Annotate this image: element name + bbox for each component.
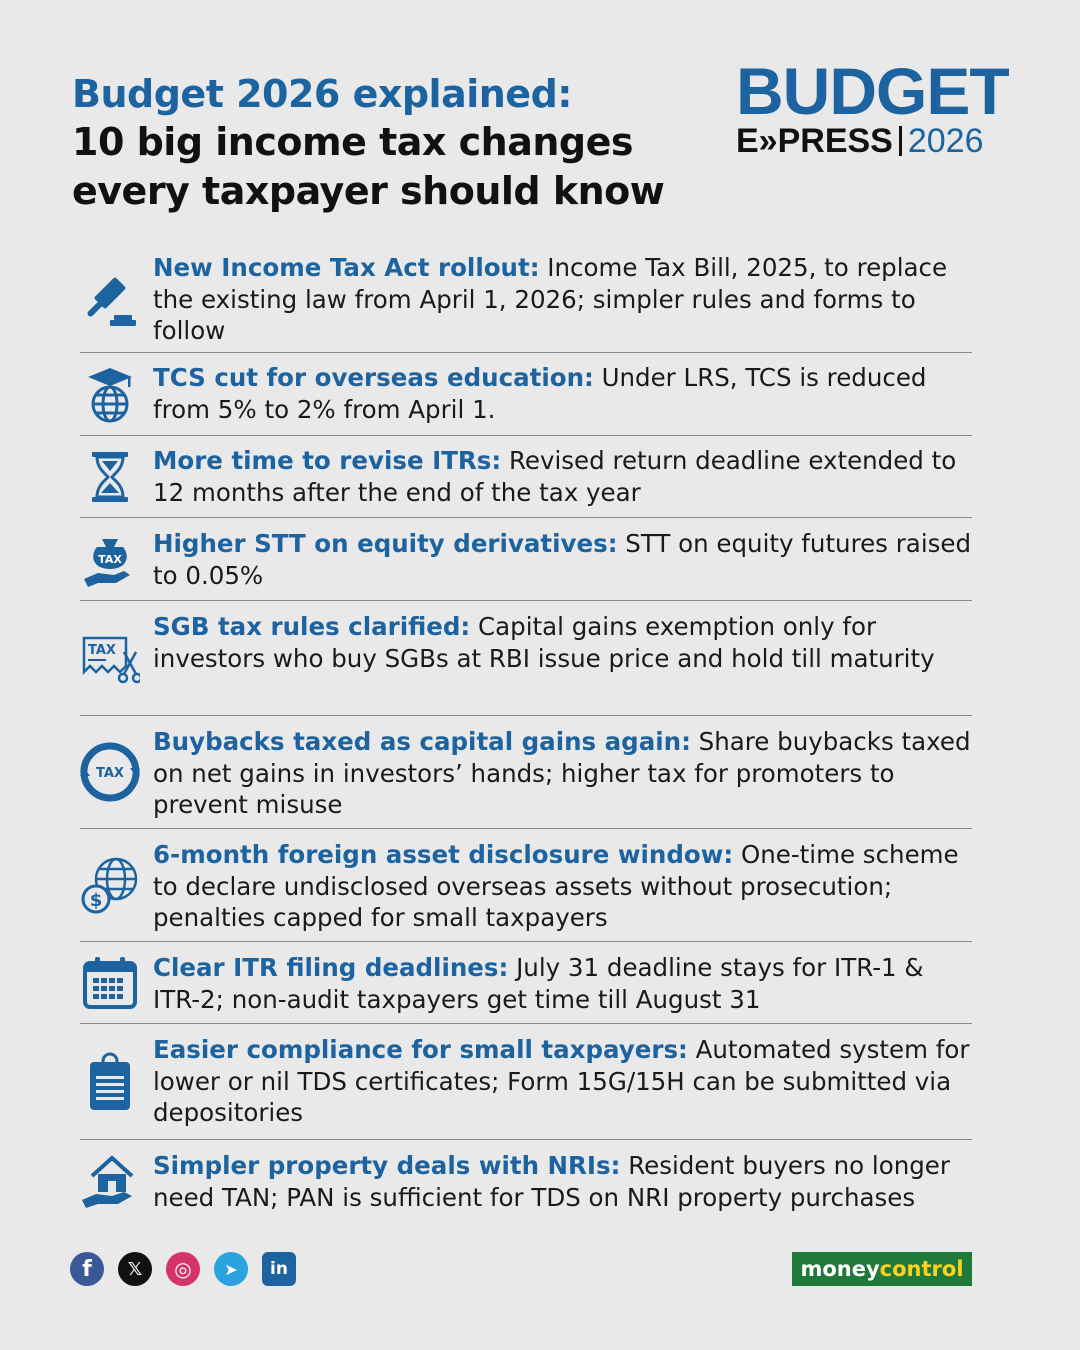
tax-cycle-icon: TAX (80, 716, 140, 828)
item-text: Capital gains exemption only for investo… (153, 612, 935, 673)
svg-text:TAX: TAX (88, 643, 116, 658)
title-line-3: every taxpayer should know (72, 169, 665, 213)
item-heading: 6-month foreign asset disclosure window: (153, 840, 734, 869)
tax-scissors-icon: TAX (80, 601, 140, 715)
item-heading: Buybacks taxed as capital gains again: (153, 727, 691, 756)
budget-express-logo: BUDGET E»PRESS 2026 (736, 54, 1012, 160)
logo-express-text: E»PRESS (736, 122, 893, 160)
list-item: Easier compliance for small taxpayers: A… (80, 1024, 972, 1140)
item-text: Income Tax Bill, 2025, to replace the ex… (153, 253, 948, 345)
calendar-icon (80, 942, 140, 1023)
tax-changes-list: New Income Tax Act rollout: Income Tax B… (80, 252, 972, 1220)
brand-part-2: control (879, 1257, 964, 1281)
clipboard-icon (80, 1024, 140, 1139)
tax-bag-hand-icon: TAX (80, 518, 140, 600)
item-heading: Higher STT on equity derivatives: (153, 529, 618, 558)
facebook-icon[interactable]: f (70, 1252, 104, 1286)
item-heading: TCS cut for overseas education: (153, 363, 594, 392)
list-item: New Income Tax Act rollout: Income Tax B… (80, 252, 972, 353)
globe-dollar-icon: $ (80, 829, 140, 941)
x-icon[interactable]: 𝕏 (118, 1252, 152, 1286)
item-heading: Simpler property deals with NRIs: (153, 1151, 621, 1180)
item-text: Automated system for lower or nil TDS ce… (153, 1035, 970, 1127)
svg-text:TAX: TAX (98, 553, 122, 566)
logo-budget-text: BUDGET (736, 54, 1010, 128)
instagram-icon[interactable]: ◎ (166, 1252, 200, 1286)
item-text: Revised return deadline extended to 12 m… (153, 446, 957, 507)
graduation-globe-icon (80, 353, 140, 435)
gavel-icon (80, 252, 140, 352)
item-text: July 31 deadline stays for ITR-1 & ITR-2… (153, 953, 924, 1014)
item-text: Resident buyers no longer need TAN; PAN … (153, 1151, 950, 1212)
linkedin-icon[interactable]: in (262, 1252, 296, 1286)
item-text: One-time scheme to declare undisclosed o… (153, 840, 959, 932)
list-item: TAX Higher STT on equity derivatives: ST… (80, 518, 972, 601)
list-item: TAX SGB tax rules clarified: Capital gai… (80, 601, 972, 716)
title-line-1: Budget 2026 explained: (72, 72, 572, 116)
page-title: Budget 2026 explained: 10 big income tax… (72, 70, 732, 216)
moneycontrol-logo: money control (792, 1252, 972, 1286)
list-item: More time to revise ITRs: Revised return… (80, 436, 972, 518)
svg-text:$: $ (90, 890, 103, 911)
item-heading: More time to revise ITRs: (153, 446, 502, 475)
list-item: Simpler property deals with NRIs: Reside… (80, 1140, 972, 1220)
item-heading: SGB tax rules clarified: (153, 612, 471, 641)
list-item: $ 6-month foreign asset disclosure windo… (80, 829, 972, 942)
title-line-2: 10 big income tax changes (72, 120, 634, 164)
list-item: TCS cut for overseas education: Under LR… (80, 353, 972, 436)
item-heading: New Income Tax Act rollout: (153, 253, 540, 282)
item-text: STT on equity futures raised to 0.05% (153, 529, 972, 590)
item-heading: Clear ITR filing deadlines: (153, 953, 509, 982)
brand-part-1: money (800, 1257, 880, 1281)
item-heading: Easier compliance for small taxpayers: (153, 1035, 688, 1064)
list-item: TAX Buybacks taxed as capital gains agai… (80, 716, 972, 829)
logo-separator (898, 126, 902, 156)
telegram-icon[interactable]: ➤ (214, 1252, 248, 1286)
svg-text:TAX: TAX (96, 766, 124, 781)
social-links: f 𝕏 ◎ ➤ in (70, 1252, 296, 1286)
item-text: Under LRS, TCS is reduced from 5% to 2% … (153, 363, 927, 424)
house-hand-icon (80, 1140, 140, 1220)
item-text: Share buybacks taxed on net gains in inv… (153, 727, 971, 819)
list-item: Clear ITR filing deadlines: July 31 dead… (80, 942, 972, 1024)
logo-year-text: 2026 (907, 122, 984, 160)
hourglass-icon (80, 436, 140, 517)
